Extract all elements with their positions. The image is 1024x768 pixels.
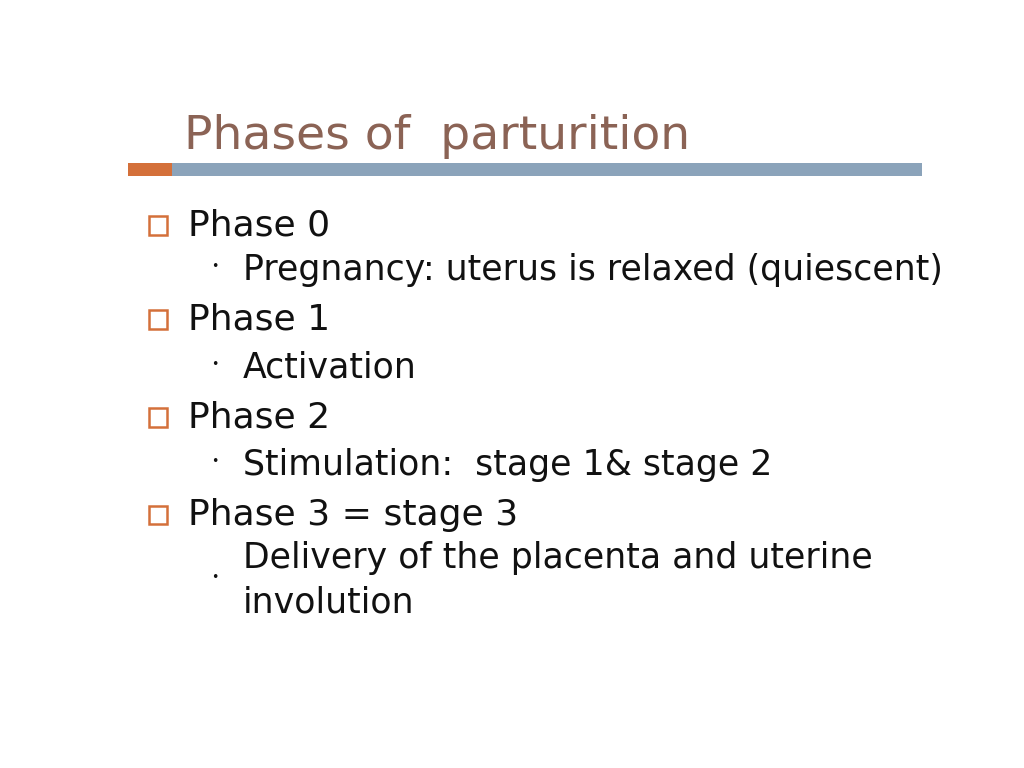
Bar bbox=[150, 216, 167, 235]
Text: Phases of  parturition: Phases of parturition bbox=[183, 114, 690, 159]
Text: Stimulation:  stage 1& stage 2: Stimulation: stage 1& stage 2 bbox=[243, 448, 772, 482]
Bar bbox=[150, 310, 167, 329]
Text: •: • bbox=[211, 358, 219, 371]
Text: Activation: Activation bbox=[243, 350, 417, 384]
Text: Pregnancy: uterus is relaxed (quiescent): Pregnancy: uterus is relaxed (quiescent) bbox=[243, 253, 943, 286]
Text: Delivery of the placenta and uterine
involution: Delivery of the placenta and uterine inv… bbox=[243, 541, 872, 620]
Bar bbox=[128, 163, 172, 176]
Text: Phase 0: Phase 0 bbox=[187, 208, 330, 242]
Text: Phase 1: Phase 1 bbox=[187, 303, 330, 337]
Text: Phase 3 = stage 3: Phase 3 = stage 3 bbox=[187, 498, 518, 532]
Text: Phase 2: Phase 2 bbox=[187, 400, 330, 435]
Bar bbox=[150, 505, 167, 525]
Text: •: • bbox=[211, 260, 219, 273]
Bar bbox=[150, 408, 167, 427]
Bar bbox=[172, 163, 922, 176]
Text: •: • bbox=[211, 455, 219, 468]
Text: •: • bbox=[211, 571, 219, 584]
